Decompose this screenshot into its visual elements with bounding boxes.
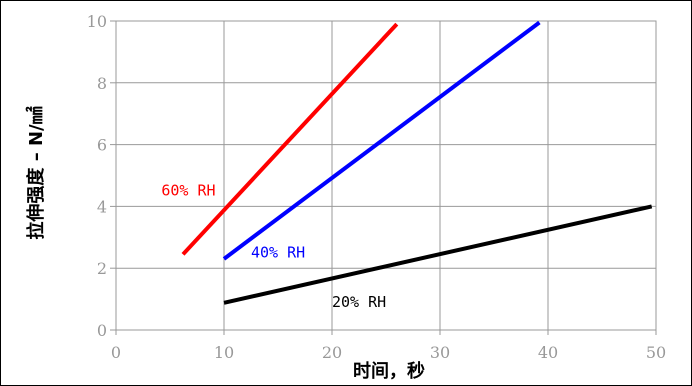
x-tick-label: 20 — [322, 343, 342, 362]
series-line-2 — [223, 204, 653, 305]
series-labels: 60% RH 40% RH 20% RH — [161, 182, 386, 311]
x-tick-label: 30 — [430, 343, 450, 362]
plot-frame — [115, 20, 657, 331]
y-tick-label: 2 — [97, 259, 107, 278]
series-line-1 — [222, 20, 541, 261]
series-line-0 — [181, 22, 399, 256]
y-axis-title: 拉伸强度 – N/㎟ — [25, 106, 47, 239]
y-tick-label: 4 — [97, 197, 107, 216]
x-tick-label: 50 — [646, 343, 666, 362]
x-tick-label: 0 — [111, 343, 121, 362]
x-axis-title: 时间，秒 — [353, 360, 425, 382]
y-tick-label: 0 — [97, 321, 107, 340]
y-tick-label: 6 — [97, 136, 107, 155]
y-tick-label: 10 — [87, 12, 107, 31]
series-label-2: 20% RH — [332, 293, 386, 311]
series-label-1: 40% RH — [251, 243, 305, 261]
x-tick-label: 40 — [538, 343, 558, 362]
x-tick-label: 10 — [214, 343, 234, 362]
grid — [110, 20, 657, 335]
tick-labels: 0 10 20 30 40 50 0 2 4 6 8 10 — [87, 12, 667, 362]
series-lines — [181, 20, 653, 305]
y-tick-label: 8 — [97, 74, 107, 93]
series-label-0: 60% RH — [161, 182, 215, 200]
